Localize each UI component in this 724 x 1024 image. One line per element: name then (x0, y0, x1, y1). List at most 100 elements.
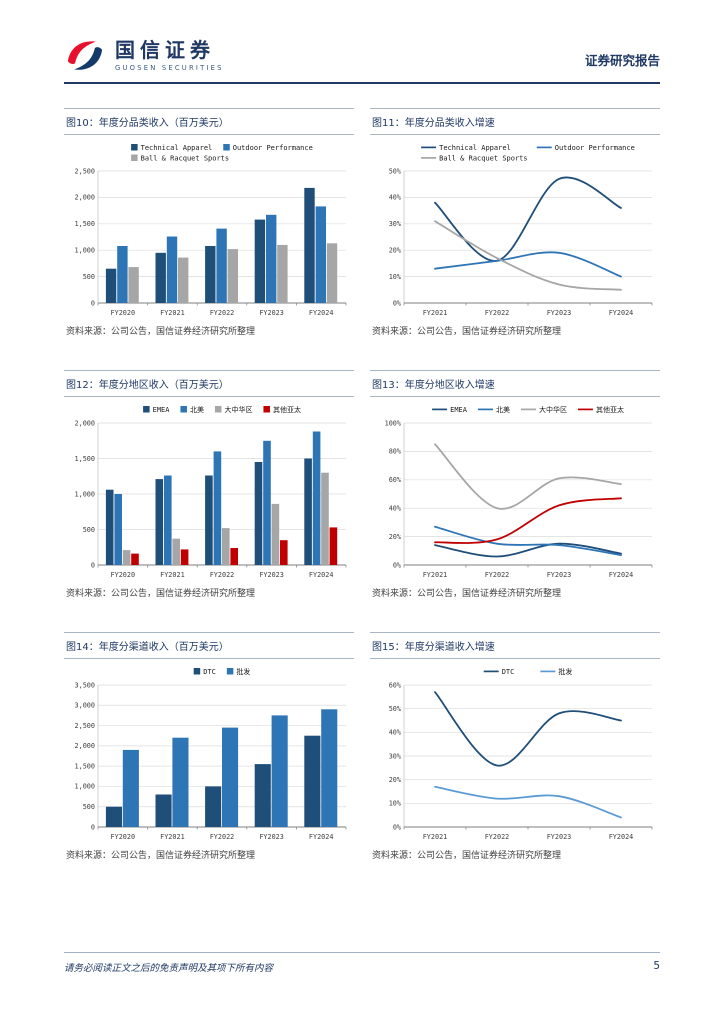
chart-legend-row: Ball & Racquet Sports (421, 154, 528, 162)
guosen-logo-icon (67, 41, 103, 70)
svg-text:40%: 40% (389, 505, 401, 513)
bar-series (105, 735, 321, 827)
svg-text:批发: 批发 (236, 667, 250, 676)
svg-text:50%: 50% (389, 705, 401, 713)
svg-text:60%: 60% (389, 476, 401, 484)
svg-text:EMEA: EMEA (153, 406, 171, 414)
svg-text:FY2023: FY2023 (547, 833, 572, 841)
svg-text:大中华区: 大中华区 (224, 405, 252, 414)
svg-text:500: 500 (83, 273, 95, 281)
bar-series (122, 709, 338, 827)
figure-chart-area: 0 500 1,000 1,500 2,000 FY2020 FY2021 FY2022 FY2… (64, 397, 354, 581)
svg-text:FY2023: FY2023 (547, 309, 572, 317)
line-series (434, 443, 622, 510)
figure-source-note: 资料来源：公司公告，国信证券经济研究所整理 (66, 327, 256, 337)
figure-chart-area: 0% 10% 20% 30% 40% 50% 60% FY2021 FY2022 FY2023 FY… (370, 659, 660, 843)
svg-text:0: 0 (91, 561, 95, 569)
report-type-label: 证券研究报告 (584, 53, 660, 68)
svg-text:30%: 30% (389, 220, 401, 228)
svg-text:FY2021: FY2021 (160, 309, 185, 317)
page-footer: 请务必阅读正文之后的免责声明及其项下所有内容 5 (64, 952, 660, 974)
svg-text:EMEA: EMEA (450, 406, 468, 414)
svg-text:FY2024: FY2024 (309, 309, 334, 317)
svg-text:10%: 10% (389, 273, 401, 281)
brand: 国信证券 GUOSEN SECURITIES (64, 38, 224, 74)
figures-grid: 图10：年度分品类收入（百万美元） 0 500 1,000 1,500 2,000 2,50… (64, 108, 660, 894)
line-chart: 0% 20% 40% 60% 80% 100% FY2021 FY2022 FY2023 FY20… (385, 405, 653, 579)
page-header: 国信证券 GUOSEN SECURITIES 证券研究报告 (64, 0, 660, 82)
svg-text:2,000: 2,000 (75, 742, 95, 750)
line-series (434, 251, 622, 278)
svg-text:30%: 30% (389, 752, 401, 760)
bar-series (105, 187, 315, 303)
line-series (434, 220, 622, 291)
svg-text:2,500: 2,500 (75, 167, 95, 175)
svg-text:1,000: 1,000 (75, 783, 95, 791)
bar-series (131, 527, 338, 565)
figure-source-note: 资料来源：公司公告，国信证券经济研究所整理 (66, 851, 256, 861)
bar-series (105, 458, 312, 565)
svg-text:FY2020: FY2020 (111, 833, 136, 841)
bar-series (128, 243, 338, 303)
svg-text:其他亚太: 其他亚太 (273, 405, 301, 414)
svg-text:FY2024: FY2024 (609, 309, 634, 317)
svg-text:FY2020: FY2020 (111, 571, 136, 579)
svg-text:FY2022: FY2022 (485, 571, 510, 579)
svg-text:50%: 50% (389, 167, 401, 175)
svg-text:0%: 0% (393, 561, 401, 569)
svg-text:Ball & Racquet Sports: Ball & Racquet Sports (439, 154, 528, 162)
svg-text:FY2023: FY2023 (259, 571, 284, 579)
svg-text:DTC: DTC (203, 668, 216, 676)
bar-series (122, 472, 329, 565)
line-series (434, 176, 622, 262)
svg-text:FY2022: FY2022 (485, 309, 510, 317)
svg-text:FY2022: FY2022 (210, 571, 235, 579)
svg-text:FY2023: FY2023 (259, 309, 284, 317)
chart-legend-row: DTC 批发 (483, 667, 572, 676)
svg-text:FY2023: FY2023 (259, 833, 284, 841)
svg-text:大中华区: 大中华区 (539, 405, 567, 414)
figure-block: 图14：年度分渠道收入（百万美元） 0 500 1,000 1,500 2,000 2,50… (64, 632, 354, 861)
svg-text:1,000: 1,000 (75, 490, 95, 498)
svg-text:2,000: 2,000 (75, 194, 95, 202)
svg-text:40%: 40% (389, 194, 401, 202)
line-chart: 0% 10% 20% 30% 40% 50% 60% FY2021 FY2022 FY2023 FY… (389, 667, 653, 841)
chart-legend-row: Technical Apparel Outdoor Performance (421, 144, 635, 152)
svg-text:FY2021: FY2021 (160, 833, 185, 841)
svg-text:FY2021: FY2021 (160, 571, 185, 579)
svg-text:FY2024: FY2024 (309, 571, 334, 579)
svg-text:20%: 20% (389, 247, 401, 255)
svg-text:10%: 10% (389, 800, 401, 808)
svg-text:60%: 60% (389, 681, 401, 689)
svg-text:FY2022: FY2022 (485, 833, 510, 841)
svg-text:3,000: 3,000 (75, 702, 95, 710)
brand-name-cn: 国信证券 (115, 38, 215, 62)
line-series (434, 525, 622, 556)
chart-legend-row: EMEA 北美 大中华区 其他亚太 (432, 405, 624, 414)
chart-legend-row: DTC 批发 (193, 667, 250, 676)
svg-text:Ball & Racquet Sports: Ball & Racquet Sports (141, 154, 230, 162)
svg-text:北美: 北美 (496, 405, 510, 414)
bar-series (117, 206, 326, 303)
figure-chart-area: 0 500 1,000 1,500 2,000 2,500 FY2020 FY2021 FY20… (64, 135, 354, 319)
svg-text:其他亚太: 其他亚太 (596, 405, 624, 414)
svg-text:FY2021: FY2021 (423, 309, 448, 317)
svg-text:FY2022: FY2022 (210, 309, 235, 317)
svg-text:0: 0 (91, 299, 95, 307)
figure-title: 图13：年度分地区收入增速 (370, 370, 660, 397)
svg-text:Outdoor Performance: Outdoor Performance (233, 144, 313, 152)
bar-chart: 0 500 1,000 1,500 2,000 FY2020 FY2021 FY2022 FY2… (75, 405, 347, 579)
brand-name-en: GUOSEN SECURITIES (115, 64, 224, 72)
svg-text:0: 0 (91, 823, 95, 831)
header-rule (64, 82, 660, 84)
svg-text:DTC: DTC (502, 668, 515, 676)
chart-legend-row: Technical Apparel Outdoor Performance (131, 144, 313, 152)
svg-text:20%: 20% (389, 533, 401, 541)
bar-series (114, 431, 321, 566)
svg-text:1,500: 1,500 (75, 455, 95, 463)
svg-text:Technical Apparel: Technical Apparel (141, 144, 213, 152)
figure-block: 图11：年度分品类收入增速 0% 10% 20% 30% 40% 50% FY2021 FY20… (370, 108, 660, 337)
svg-text:1,500: 1,500 (75, 220, 95, 228)
figure-title: 图12：年度分地区收入（百万美元） (64, 370, 354, 397)
